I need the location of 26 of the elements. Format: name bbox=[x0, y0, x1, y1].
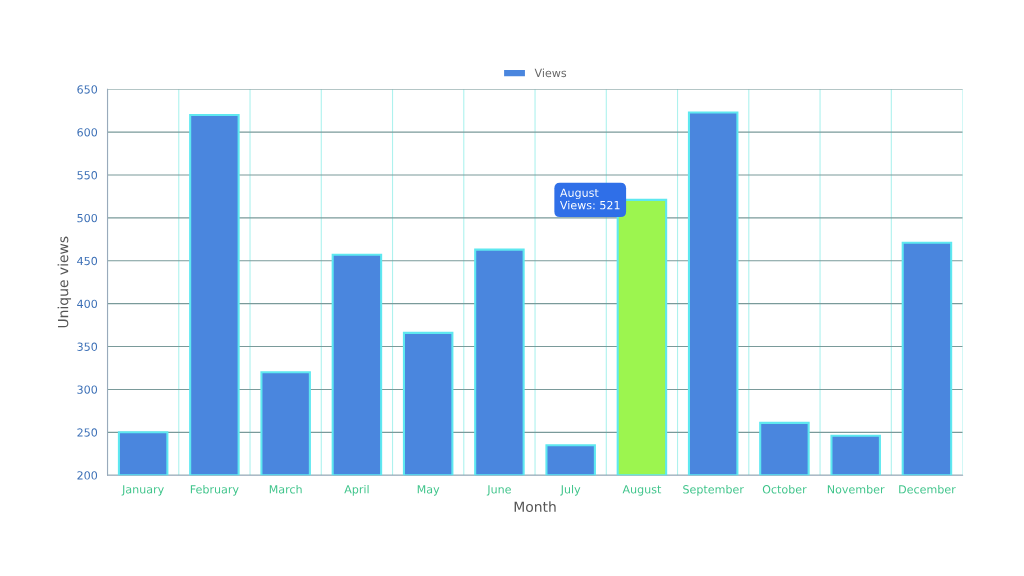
x-tick-label: July bbox=[560, 484, 581, 496]
y-tick-label: 400 bbox=[77, 299, 98, 309]
x-tick-label: December bbox=[899, 484, 956, 494]
y-tick-label: 600 bbox=[77, 128, 98, 137]
y-tick-label: 250 bbox=[77, 428, 98, 437]
y-tick-label: 650 bbox=[77, 85, 98, 94]
y-tick-label: 350 bbox=[77, 342, 98, 351]
x-tick-label: September bbox=[683, 484, 744, 496]
y-axis-title: Unique views bbox=[57, 236, 72, 328]
x-tick-label: March bbox=[269, 484, 302, 494]
x-tick-label: April bbox=[344, 484, 369, 496]
y-tick-label: 550 bbox=[77, 171, 98, 180]
annotation: August Views: 521 bbox=[560, 188, 620, 210]
x-tick-label: August bbox=[622, 485, 662, 496]
x-tick-label: February bbox=[190, 484, 239, 496]
y-tick-label: 500 bbox=[77, 213, 98, 223]
x-tick-label: June bbox=[486, 485, 511, 496]
x-tick-label: November bbox=[827, 484, 885, 494]
y-tick-label: 300 bbox=[77, 385, 98, 394]
x-axis-title: Month bbox=[514, 501, 556, 512]
legend-label: Views bbox=[534, 68, 567, 78]
x-tick-label: October bbox=[762, 484, 807, 494]
y-tick-label: 200 bbox=[77, 471, 98, 480]
x-tick-label: January bbox=[121, 485, 164, 496]
x-tick-label: May bbox=[417, 485, 440, 496]
y-tick-label: 450 bbox=[77, 256, 98, 266]
